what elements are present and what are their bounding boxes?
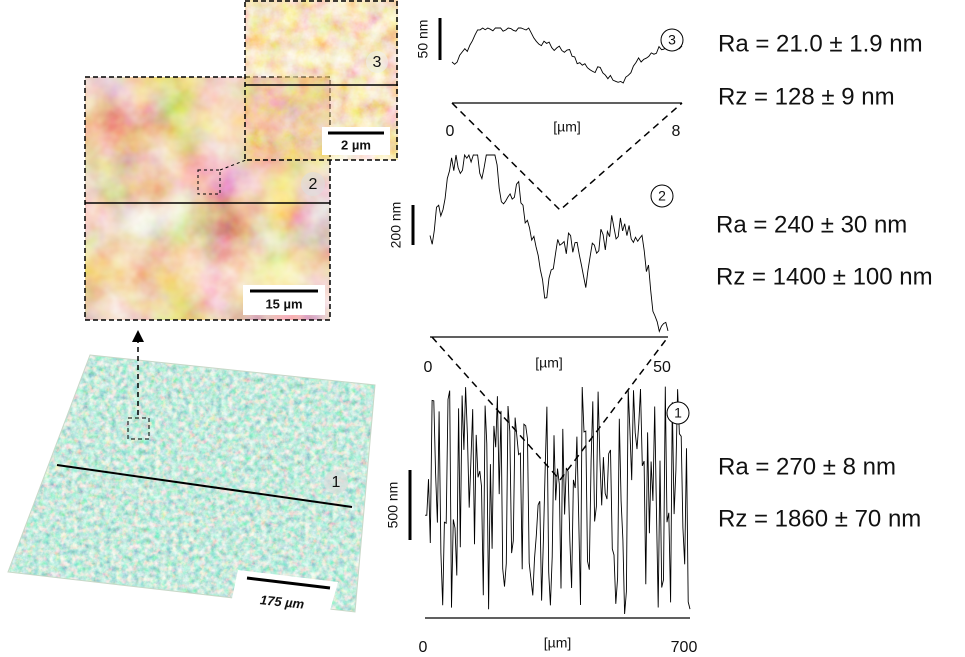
image-marker bbox=[366, 51, 388, 73]
surface-3d: 1 175 µm bbox=[7, 354, 376, 618]
scale-bar bbox=[246, 576, 331, 590]
x-unit: [µm] bbox=[544, 635, 572, 651]
arrow-head bbox=[132, 330, 144, 342]
profile-marker bbox=[660, 28, 684, 52]
x-unit: [µm] bbox=[553, 119, 581, 135]
scale-label: 175 µm bbox=[259, 592, 305, 612]
profile-marker bbox=[650, 184, 674, 208]
x-start: 0 bbox=[446, 123, 455, 140]
ra-value: Ra = 240 ± 30 nm bbox=[716, 211, 907, 238]
profile: 500 nm 1 0 [µm] 700 Ra = 270 ± 8 nm Rz = 1860 … bbox=[385, 386, 921, 656]
height-scale-label: 200 nm bbox=[388, 202, 404, 249]
zoom-connector bbox=[219, 159, 247, 171]
ra-value: Ra = 270 ± 8 nm bbox=[718, 453, 896, 480]
profile-trace bbox=[424, 386, 691, 615]
rz-value: Rz = 1400 ± 100 nm bbox=[716, 263, 933, 290]
height-scale-label: 500 nm bbox=[385, 482, 401, 529]
profiles: 50 nm 3 0 [µm] 8 Ra = 21.0 ± 1.9 nm Rz = 128 ±… bbox=[385, 18, 933, 656]
x-unit: [µm] bbox=[535, 355, 563, 371]
scale-label: 2 µm bbox=[341, 137, 371, 152]
x-start: 0 bbox=[419, 639, 428, 656]
profile-line bbox=[56, 464, 353, 508]
image-label: 1 bbox=[332, 474, 341, 491]
scale-box bbox=[230, 570, 338, 618]
image-label: 3 bbox=[373, 54, 382, 71]
profile-label: 3 bbox=[668, 32, 676, 48]
scale-label: 15 µm bbox=[265, 296, 302, 311]
profile-label: 1 bbox=[674, 405, 682, 421]
profile-marker bbox=[666, 401, 690, 425]
x-end: 50 bbox=[653, 359, 671, 376]
profile: 200 nm 2 0 [µm] 50 Ra = 240 ± 30 nm Rz = 1400 … bbox=[388, 153, 933, 376]
zoom-box bbox=[197, 169, 221, 195]
x-end: 8 bbox=[672, 123, 681, 140]
zoom-cone bbox=[431, 102, 683, 482]
profile-trace bbox=[429, 153, 669, 333]
x-start: 0 bbox=[424, 359, 433, 376]
profile-trace bbox=[451, 27, 683, 84]
height-scale-label: 50 nm bbox=[415, 20, 431, 59]
ra-value: Ra = 21.0 ± 1.9 nm bbox=[718, 30, 923, 57]
rz-value: Rz = 128 ± 9 nm bbox=[718, 83, 895, 110]
x-end: 700 bbox=[671, 639, 698, 656]
rz-value: Rz = 1860 ± 70 nm bbox=[718, 505, 921, 532]
image-label: 2 bbox=[309, 176, 318, 193]
image-marker bbox=[301, 172, 325, 196]
profile: 50 nm 3 0 [µm] 8 Ra = 21.0 ± 1.9 nm Rz = 128 ±… bbox=[415, 18, 923, 140]
afm-image-3: 3 2 µm bbox=[244, 0, 398, 161]
zoom-box bbox=[127, 417, 150, 440]
image-marker bbox=[324, 470, 348, 494]
profile-label: 2 bbox=[658, 188, 666, 204]
